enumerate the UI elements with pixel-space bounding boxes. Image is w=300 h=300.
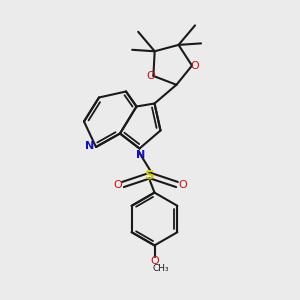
Text: S: S: [145, 169, 155, 182]
Text: O: O: [150, 256, 159, 266]
Text: CH₃: CH₃: [153, 264, 169, 273]
Text: O: O: [178, 179, 187, 190]
Text: O: O: [113, 179, 122, 190]
Text: N: N: [136, 150, 146, 160]
Text: N: N: [85, 140, 94, 151]
Text: O: O: [190, 61, 199, 70]
Text: O: O: [147, 71, 155, 81]
